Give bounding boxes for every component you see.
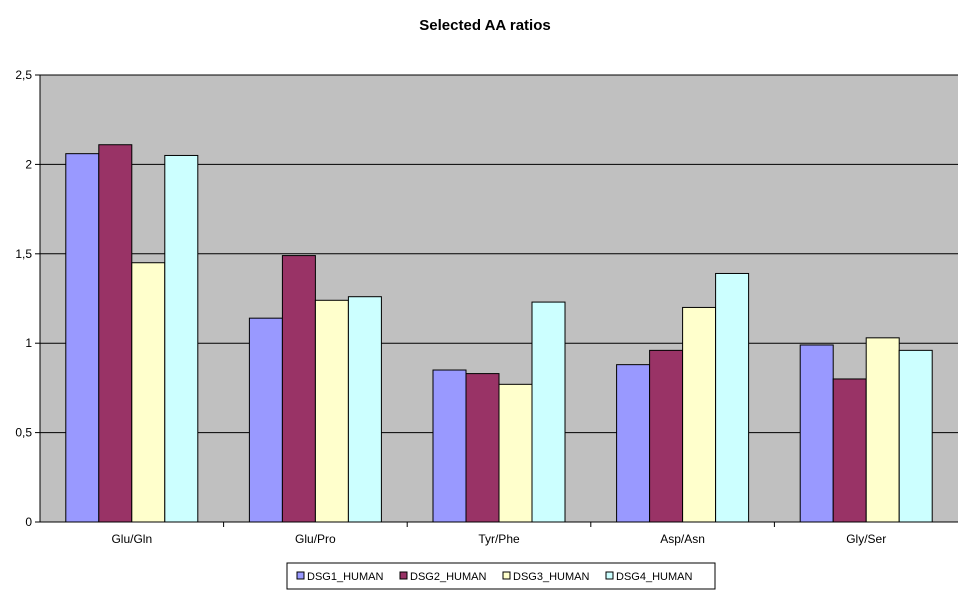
- legend-swatch: [296, 571, 305, 580]
- bar-dsg1-human: [248, 317, 283, 523]
- bar-dsg1-human: [432, 369, 467, 523]
- bar-dsg4-human: [164, 154, 199, 523]
- legend-label: DSG4_HUMAN: [616, 571, 692, 583]
- bar-dsg4-human: [531, 301, 566, 523]
- legend-label: DSG1_HUMAN: [307, 571, 383, 583]
- bar-dsg2-human: [649, 349, 684, 523]
- legend-label: DSG3_HUMAN: [513, 571, 589, 583]
- y-tick-labels: 0 0,5 1 1,5 2 2,5: [15, 68, 32, 529]
- x-tick-label: Asp/Asn: [660, 532, 705, 546]
- legend-box: [286, 562, 716, 590]
- axes: [35, 74, 958, 527]
- bar-dsg3-human: [865, 337, 900, 523]
- legend-label: DSG2_HUMAN: [410, 571, 486, 583]
- bar-dsg1-human: [65, 153, 100, 523]
- bar-dsg4-human: [898, 349, 933, 523]
- y-tick-label: 2: [25, 157, 32, 171]
- x-tick-label: Glu/Pro: [295, 532, 336, 546]
- bar-dsg2-human: [98, 144, 133, 523]
- bar-dsg3-human: [682, 306, 717, 523]
- x-tick-labels: Glu/Gln Glu/Pro Tyr/Phe Asp/Asn Gly/Ser: [111, 532, 886, 546]
- bars: [65, 144, 933, 523]
- y-tick-label: 0,5: [15, 426, 32, 440]
- legend-swatch: [399, 571, 408, 580]
- legend-swatch: [605, 571, 614, 580]
- bar-dsg3-human: [131, 262, 166, 523]
- bar-dsg3-human: [498, 383, 533, 523]
- x-tick-label: Tyr/Phe: [478, 532, 520, 546]
- y-tick-label: 0: [25, 515, 32, 529]
- legend-swatch: [502, 571, 511, 580]
- bar-dsg4-human: [347, 296, 382, 523]
- legend: DSG1_HUMAN DSG2_HUMAN DSG3_HUMAN DSG4_HUMAN: [286, 562, 716, 590]
- bar-dsg4-human: [715, 272, 750, 523]
- y-tick-label: 1: [25, 336, 32, 350]
- bar-dsg1-human: [799, 344, 834, 523]
- bar-dsg2-human: [832, 378, 867, 523]
- bar-dsg2-human: [465, 373, 500, 523]
- x-tick-label: Glu/Gln: [111, 532, 152, 546]
- bar-dsg1-human: [616, 364, 651, 523]
- x-tick-label: Gly/Ser: [846, 532, 886, 546]
- chart-title: Selected AA ratios: [419, 17, 550, 34]
- y-tick-label: 1,5: [15, 247, 32, 261]
- y-tick-label: 2,5: [15, 68, 32, 82]
- bar-dsg2-human: [281, 255, 316, 523]
- bar-dsg3-human: [314, 299, 349, 523]
